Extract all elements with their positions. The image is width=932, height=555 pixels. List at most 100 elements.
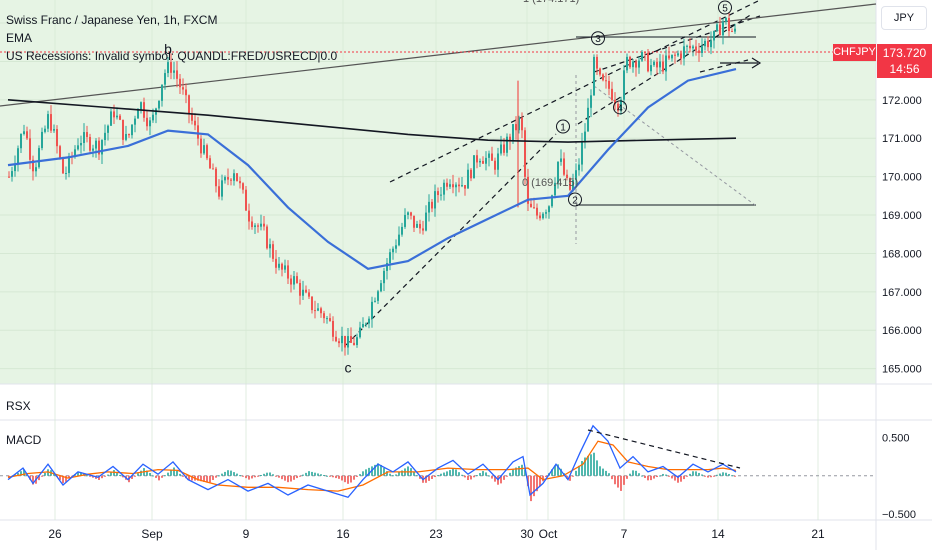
candle-body [293,276,295,285]
macd-histogram-bar [137,473,139,476]
candle-body [572,180,574,190]
candle-body [608,80,610,89]
macd-histogram-bar [542,475,544,482]
candle-body [134,118,136,125]
macd-histogram-bar [359,474,361,476]
candle-body [644,52,646,54]
rsx-pane-label[interactable]: RSX [6,399,31,413]
macd-histogram-bar [281,475,283,480]
macd-histogram-bar [335,475,337,479]
macd-histogram-bar [227,470,229,476]
macd-histogram-bar [650,475,652,481]
candle-body [356,337,358,346]
candle-body [485,157,487,164]
macd-histogram-bar [104,475,106,477]
indicator-ema-label[interactable]: EMA [6,31,33,45]
macd-histogram-bar [203,475,205,482]
macd-histogram-bar [635,470,637,476]
macd-pane-label[interactable]: MACD [6,433,42,447]
macd-histogram-bar [314,472,316,476]
candle-body [593,56,595,96]
currency-selector[interactable]: JPY [881,6,927,30]
candle-body [56,129,58,147]
macd-histogram-bar [350,475,352,483]
candle-body [431,201,433,209]
candle-body [521,117,523,131]
candle-body [212,168,214,170]
macd-histogram-bar [407,466,409,476]
candle-body [362,324,364,328]
candle-body [413,215,415,228]
macd-histogram-bar [170,470,172,476]
macd-histogram-bar [446,471,448,476]
candle-body [326,318,328,320]
candle-body [398,234,400,246]
candle-body [383,270,385,284]
candle-body [650,65,652,72]
candle-body [17,148,19,164]
candle-body [14,163,16,172]
candle-body [320,308,322,314]
macd-histogram-bar [461,474,463,476]
macd-histogram-bar [692,471,694,476]
fib-label: 1 (174.171) [523,0,579,5]
macd-histogram-bar [734,475,736,477]
macd-histogram-bar [710,475,712,478]
candle-body [653,61,655,66]
macd-histogram-bar [245,475,247,479]
time-tick-label: 26 [48,527,62,541]
candle-body [566,174,568,179]
candle-body [341,335,343,344]
candle-body [374,300,376,302]
macd-histogram-bar [89,475,91,477]
candle-body [35,167,37,172]
macd-histogram-bar [395,474,397,476]
macd-histogram-bar [200,475,202,482]
macd-histogram-bar [20,471,22,476]
candle-body [632,61,634,68]
candle-body [8,176,10,178]
candle-body [479,160,481,163]
candle-body [482,160,484,164]
candle-body [149,120,151,127]
macd-histogram-bar [215,475,217,478]
candle-body [422,228,424,231]
time-axis[interactable]: 26 Sep 9 16 23 30 Oct 7 14 21 [48,527,825,541]
candle-body [434,191,436,209]
candle-body [161,84,163,101]
macd-histogram-bar [92,475,94,478]
candle-body [401,226,403,235]
macd-histogram-bar [353,475,355,480]
macd-histogram-bar [305,472,307,476]
candle-body [497,153,499,170]
macd-histogram-bar [338,475,340,479]
dashed-channel-line [389,0,761,183]
wave-label: 2 [572,196,578,207]
macd-histogram-bar [59,475,61,480]
candle-body [722,21,724,36]
candle-body [317,308,319,311]
macd-histogram-bar [623,475,625,485]
macd-histogram-bar [707,475,709,478]
macd-histogram-bar [320,474,322,476]
candle-body [386,262,388,271]
wave-label: b [164,41,172,57]
candle-body [371,301,373,319]
candle-body [119,115,121,120]
macd-histogram-bar [368,467,370,476]
time-tick-label: 14 [711,527,725,541]
macd-histogram-bar [212,475,214,480]
candle-body [314,310,316,312]
wave-label: c [345,359,352,375]
macd-pane: 0.500 −0.500 [0,424,916,521]
candle-body [527,176,529,204]
price-tick-label: 168.000 [882,248,922,260]
candle-body [77,145,79,150]
candle-body [512,124,514,141]
candle-body [50,114,52,131]
macd-histogram-bar [488,475,490,477]
macd-histogram-bar [725,472,727,476]
macd-histogram-bar [221,473,223,476]
indicator-recessions-label[interactable]: US Recessions: Invalid symbol: QUANDL:FR… [6,49,338,63]
